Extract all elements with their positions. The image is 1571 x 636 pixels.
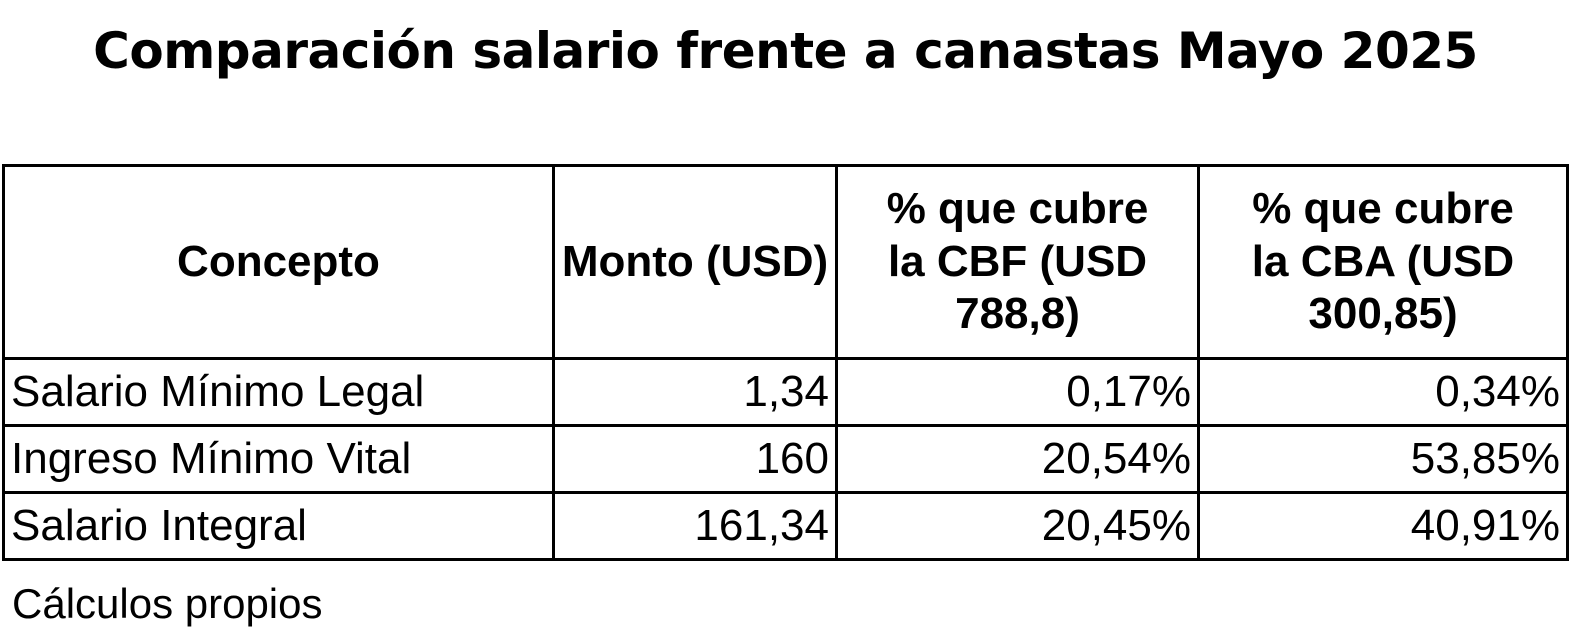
table-cell: Salario Integral [2, 491, 555, 561]
table-cell: 0,17% [835, 357, 1200, 427]
table-cell: 1,34 [552, 357, 838, 427]
table-cell: Salario Mínimo Legal [2, 357, 555, 427]
header-cell: Monto (USD) [552, 164, 838, 360]
title: Comparación salario frente a canastas Ma… [93, 22, 1478, 80]
table-cell: 160 [552, 424, 838, 494]
header-cell: % que cubre la CBF (USD 788,8) [835, 164, 1200, 360]
header-cell: Concepto [2, 164, 555, 360]
header-text: % que cubre la CBA (USD 300,85) [1251, 183, 1515, 339]
header-row: Concepto Monto (USD) % que cubre la CBF (U… [2, 164, 1569, 360]
table-cell: 20,45% [835, 491, 1200, 561]
table-cell: 161,34 [552, 491, 838, 561]
header-cell: % que cubre la CBA (USD 300,85) [1197, 164, 1569, 360]
table-cell: 20,54% [835, 424, 1200, 494]
table-cell: Ingreso Mínimo Vital [2, 424, 555, 494]
header-text: Concepto [177, 236, 380, 286]
table-row: Ingreso Mínimo Vital 160 20,54% 53,85% [2, 424, 1569, 494]
table-row: Salario Mínimo Legal 1,34 0,17% 0,34% [2, 357, 1569, 427]
header-text: % que cubre la CBF (USD 788,8) [886, 183, 1149, 339]
table-row: Salario Integral 161,34 20,45% 40,91% [2, 491, 1569, 561]
table-cell: 53,85% [1197, 424, 1569, 494]
footnote: Cálculos propios [12, 580, 323, 627]
header-text: Monto (USD) [561, 236, 829, 286]
table-cell: 0,34% [1197, 357, 1569, 427]
table-cell: 40,91% [1197, 491, 1569, 561]
table-body: Salario Mínimo Legal 1,34 0,17% 0,34% Ingres… [2, 357, 1569, 561]
data-table: Concepto Monto (USD) % que cubre la CBF (U… [2, 164, 1569, 561]
